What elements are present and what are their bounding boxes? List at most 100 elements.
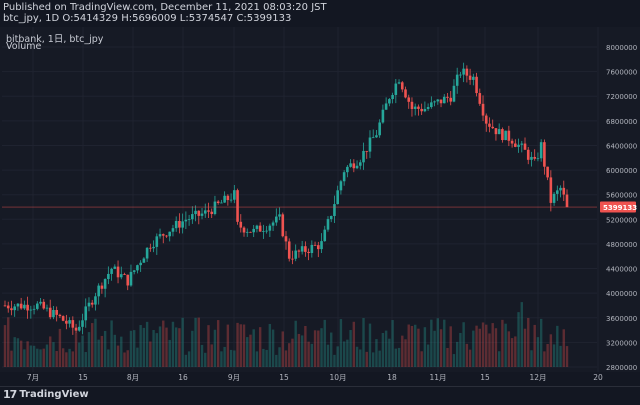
candle (90, 299, 94, 308)
volume-bar (517, 312, 520, 367)
candle-body (265, 230, 268, 232)
volume-bar (139, 325, 142, 367)
candle (32, 305, 36, 315)
candle-body (3, 305, 7, 307)
candle-body (161, 234, 165, 236)
candle-body (371, 137, 375, 139)
candle-body (207, 210, 210, 212)
chart-panel[interactable] (0, 27, 640, 372)
candle-body (313, 244, 317, 246)
price-axis-tick: 3600000 (606, 315, 637, 323)
candle-body (126, 274, 130, 286)
candle-body (381, 109, 385, 123)
volume-bar (388, 338, 391, 367)
candle (258, 222, 262, 232)
candle (520, 140, 524, 153)
volume-bar (372, 352, 375, 367)
volume-series (3, 302, 569, 367)
candle-body (339, 181, 343, 191)
volume-bar (462, 322, 465, 367)
volume-bar (436, 318, 440, 367)
volume-bar (268, 323, 272, 367)
volume-bar (384, 330, 388, 367)
volume-bar (55, 351, 58, 367)
candle (45, 304, 49, 312)
candle-body (142, 258, 146, 263)
candle-body (375, 135, 378, 138)
tradingview-logo[interactable]: 17 TradingView (3, 388, 89, 401)
candle-body (400, 82, 404, 90)
candle (371, 129, 375, 139)
volume-bar (556, 325, 559, 367)
candle-body (87, 302, 91, 307)
candle (565, 189, 569, 208)
volume-bar (42, 348, 45, 367)
volume-bar (527, 317, 530, 367)
candle (329, 215, 333, 223)
volume-bar (281, 331, 284, 367)
candle (242, 226, 246, 237)
candle-body (58, 314, 62, 317)
candle (87, 297, 91, 312)
volume-bar (87, 332, 91, 367)
volume-bar (19, 340, 23, 367)
volume-bar (420, 351, 423, 367)
price-axis-tick: 6000000 (606, 167, 637, 175)
candle-body (355, 165, 359, 169)
candle-body (149, 247, 152, 249)
candle-body (242, 227, 246, 233)
candle-body (258, 225, 262, 232)
candle (304, 241, 307, 257)
volume-bar (68, 348, 71, 367)
volume-bar (65, 352, 68, 367)
candlestick-chart[interactable]: 8000000 7600000 7200000 6800000 6400000 60000… (0, 0, 640, 386)
candle (19, 297, 23, 310)
volume-bar (501, 319, 504, 367)
candle (475, 72, 478, 97)
candle (200, 207, 204, 220)
candle (84, 298, 88, 328)
candle (352, 159, 356, 173)
candle (216, 200, 220, 205)
candle-body (255, 225, 259, 229)
volume-bar (368, 323, 372, 367)
candle-body (497, 129, 501, 135)
volume-bar (258, 327, 262, 367)
candle (452, 79, 456, 103)
candle (275, 208, 278, 226)
candle (362, 142, 365, 170)
volume-bar (252, 329, 255, 367)
candle (262, 224, 265, 239)
volume-bar (349, 330, 352, 367)
volume-bar (549, 334, 553, 367)
volume-bar (255, 351, 259, 367)
candle-body (504, 130, 507, 141)
candle-body (533, 156, 537, 159)
candle-body (520, 143, 524, 145)
candle (526, 146, 530, 165)
volume-bar (320, 328, 323, 367)
volume-bar (417, 328, 420, 367)
candle (556, 185, 559, 201)
candle-body (145, 247, 149, 259)
candle (491, 119, 495, 129)
candle-body (349, 163, 352, 167)
volume-bar (394, 348, 398, 367)
volume-bar (326, 344, 330, 367)
candle-body (13, 306, 16, 311)
volume-bar (3, 325, 7, 367)
candle-body (452, 85, 456, 102)
candle (400, 81, 404, 93)
ohlc-readout: btc_jpy, 1D O:5414329 H:5696009 L:537454… (3, 13, 292, 24)
candle (562, 180, 566, 201)
candle-body (439, 99, 443, 104)
candle-body (29, 309, 33, 311)
volume-bar (36, 348, 39, 367)
candle (294, 244, 297, 262)
time-axis-tick: 7月 (27, 373, 39, 382)
candle-body (210, 211, 214, 215)
candle (136, 264, 139, 274)
candle (149, 243, 152, 252)
candle-body (32, 308, 36, 310)
candle-body (19, 303, 23, 309)
